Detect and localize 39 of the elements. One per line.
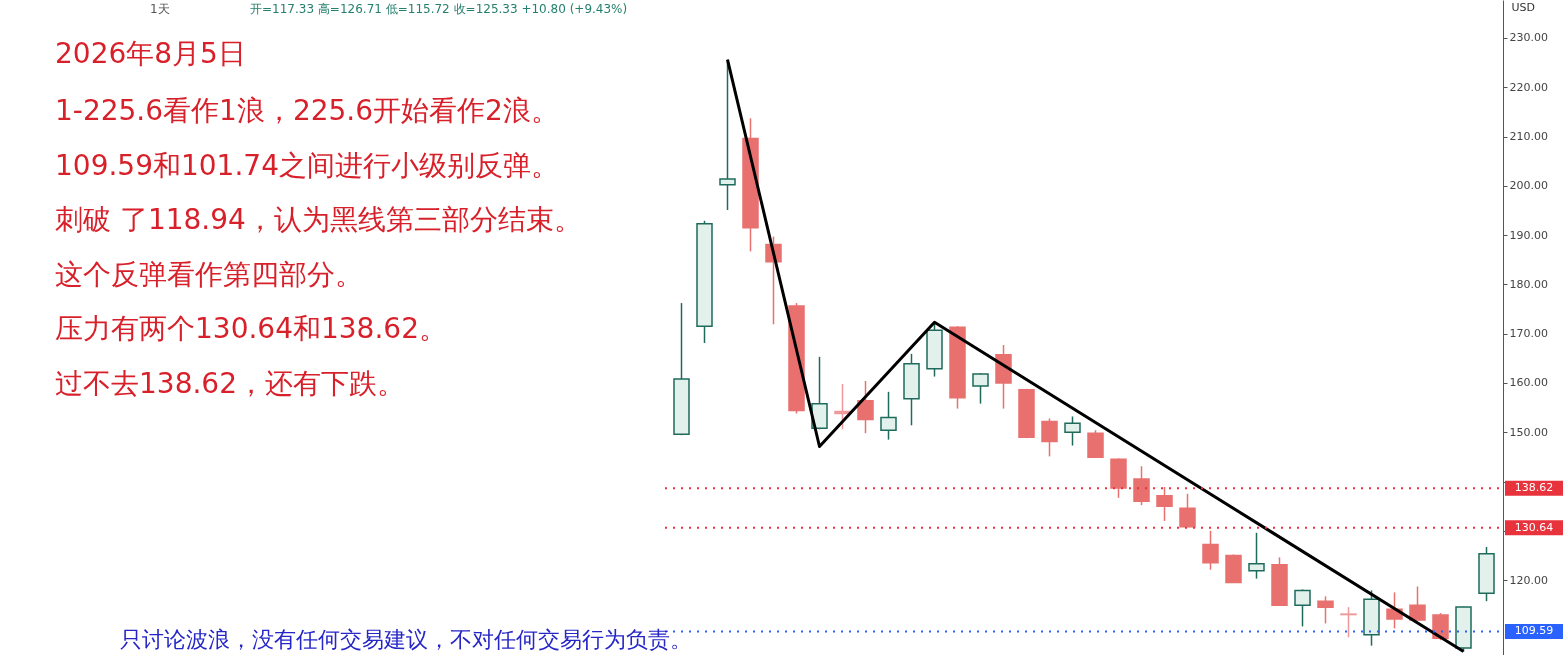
- y-tick-label: 210.00: [1509, 130, 1548, 144]
- ref-line-label: 109.59: [1514, 624, 1554, 638]
- text: 刺破 了118.94，认为黑线第三部分结束。: [55, 203, 582, 236]
- candlestick: [1156, 486, 1173, 522]
- ref-line-label: 138.62: [1514, 481, 1554, 495]
- y-tick-label: 220.00: [1509, 80, 1548, 94]
- y-axis-title: USD: [1511, 0, 1536, 14]
- candlestick: [857, 380, 874, 434]
- candlestick: [1041, 417, 1058, 458]
- y-tick-label: 200.00: [1509, 179, 1548, 193]
- y-tick-label: 180.00: [1509, 277, 1548, 291]
- y-tick-label: 120.00: [1509, 573, 1548, 587]
- candlestick: [1133, 465, 1150, 506]
- ref-line-label: 130.64: [1514, 520, 1554, 534]
- y-tick-label: 230.00: [1509, 31, 1548, 45]
- text: 2026年8月5日: [55, 37, 246, 70]
- text: 1天: [150, 2, 170, 16]
- candlestick: [1202, 530, 1219, 571]
- annotation: 只讨论波浪，没有任何交易建议，不对任何交易行为负责。: [120, 627, 692, 652]
- text: 109.59和101.74之间进行小级别反弹。: [55, 148, 559, 182]
- candlestick: [1179, 493, 1196, 528]
- y-tick-label: 160.00: [1509, 376, 1548, 390]
- candlestick: [1294, 588, 1311, 628]
- candlestick: [880, 391, 897, 441]
- text: 过不去138.62，还有下跌。: [55, 366, 405, 400]
- candlestick: [1064, 415, 1081, 447]
- candlestick: [1409, 585, 1426, 621]
- candlestick: [1340, 606, 1357, 639]
- candlestick: [972, 372, 989, 405]
- y-tick-label: 150.00: [1509, 425, 1548, 439]
- candlestick: [1317, 595, 1334, 625]
- text: 压力有两个130.64和138.62。: [55, 312, 447, 345]
- y-tick-label: 190.00: [1509, 228, 1548, 242]
- text: 1-225.6看作1浪，225.6开始看作2浪。: [55, 94, 559, 127]
- line-series: [726, 58, 1465, 654]
- y-tick-label: 170.00: [1509, 327, 1548, 341]
- text: 这个反弹看作第四部分。: [55, 257, 363, 291]
- text: 开=117.33 高=126.71 低=115.72 收=125.33 +10.80 (+9.43%): [250, 2, 628, 16]
- candlestick: [1248, 532, 1265, 580]
